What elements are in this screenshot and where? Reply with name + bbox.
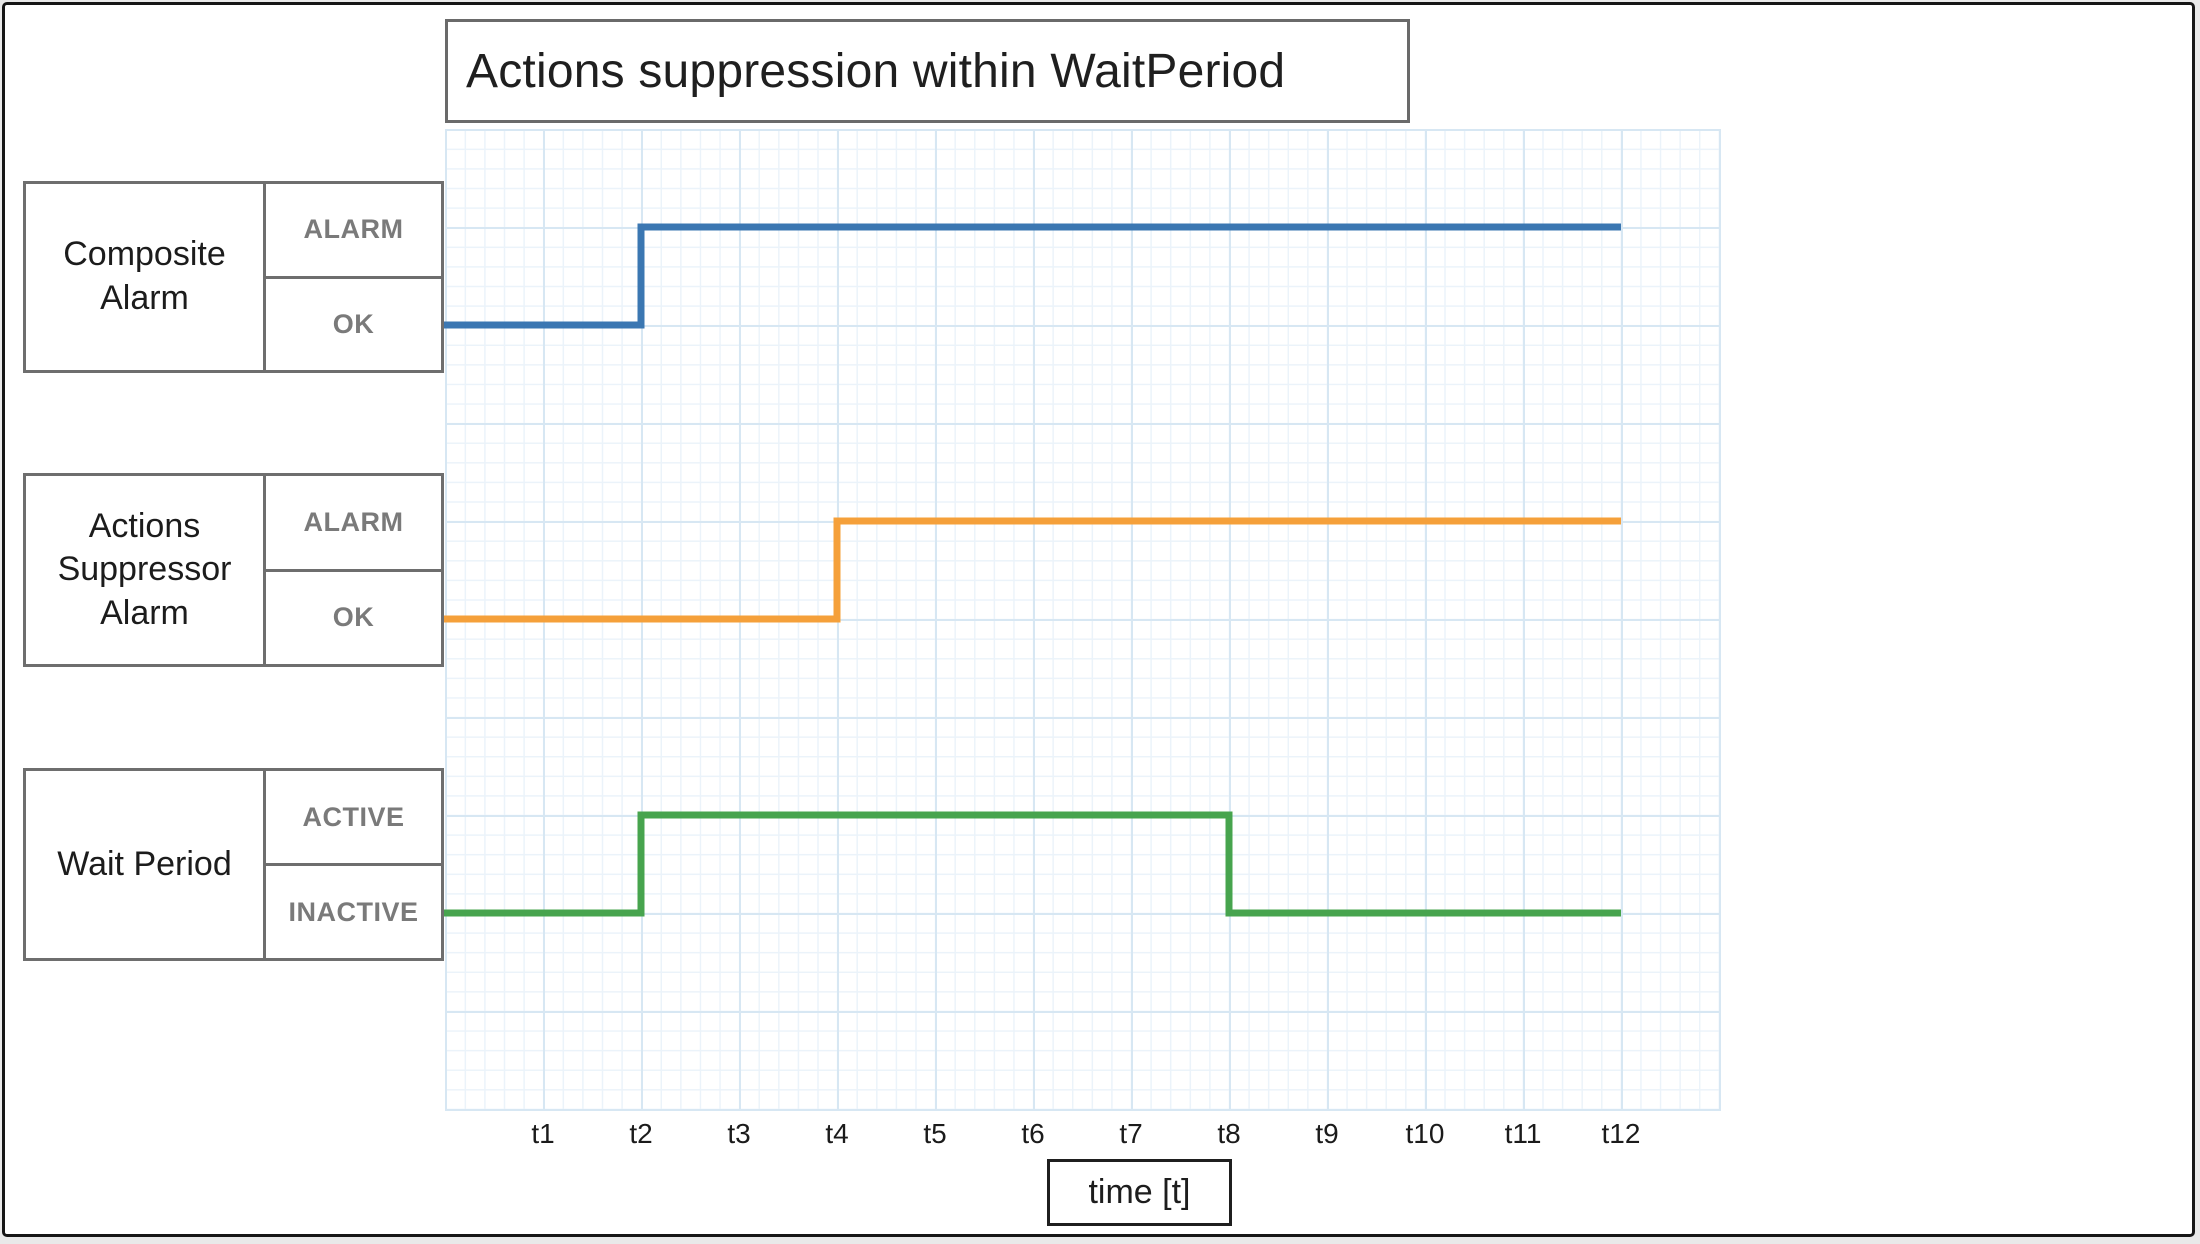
tick-label-t12: t12 — [1601, 1118, 1641, 1149]
wait-period-label-group: Wait Period ACTIVE INACTIVE — [23, 768, 444, 961]
title-box: Actions suppression within WaitPeriod — [445, 19, 1410, 123]
x-axis-label-box: time [t] — [1047, 1159, 1232, 1226]
actions-suppressor-label-group: Actions Suppressor Alarm ALARM OK — [23, 473, 444, 667]
composite-alarm-name-cell: Composite Alarm — [26, 184, 266, 370]
tick-label-t6: t6 — [1021, 1118, 1045, 1149]
actions-suppressor-label: Actions Suppressor Alarm — [57, 506, 232, 632]
composite-alarm-label-group: Composite Alarm ALARM OK — [23, 181, 444, 373]
tick-label-t7: t7 — [1119, 1118, 1143, 1149]
actions-suppressor-state-alarm: ALARM — [266, 476, 441, 572]
composite-alarm-state-ok: OK — [332, 308, 375, 339]
wait-period-states: ACTIVE INACTIVE — [266, 771, 441, 958]
tick-label-t2: t2 — [629, 1118, 653, 1149]
wait-period-name-cell: Wait Period — [26, 771, 266, 958]
tick-label-t4: t4 — [825, 1118, 849, 1149]
tick-label-t8: t8 — [1217, 1118, 1241, 1149]
wait-period-state-active: ACTIVE — [266, 771, 441, 866]
actions-suppressor-states: ALARM OK — [266, 476, 441, 664]
tick-label-t5: t5 — [923, 1118, 947, 1149]
composite-alarm-states: ALARM OK — [266, 184, 441, 370]
tick-label-t9: t9 — [1315, 1118, 1339, 1149]
tick-label-t3: t3 — [727, 1118, 751, 1149]
plot-grid — [445, 129, 1721, 1111]
tick-label-t1: t1 — [531, 1118, 555, 1149]
tick-label-t10: t10 — [1405, 1118, 1445, 1149]
actions-suppressor-state-ok: OK — [332, 602, 375, 633]
x-axis-label: time [t] — [1088, 1173, 1191, 1211]
wait-period-label: Wait Period — [57, 844, 232, 883]
tick-label-t11: t11 — [1504, 1118, 1542, 1149]
diagram-title: Actions suppression within WaitPeriod — [466, 44, 1286, 98]
composite-alarm-label: Composite Alarm — [63, 235, 226, 317]
actions-suppressor-name-cell: Actions Suppressor Alarm — [26, 476, 266, 664]
composite-alarm-state-alarm: ALARM — [266, 184, 441, 279]
wait-period-state-inactive: INACTIVE — [288, 896, 419, 927]
